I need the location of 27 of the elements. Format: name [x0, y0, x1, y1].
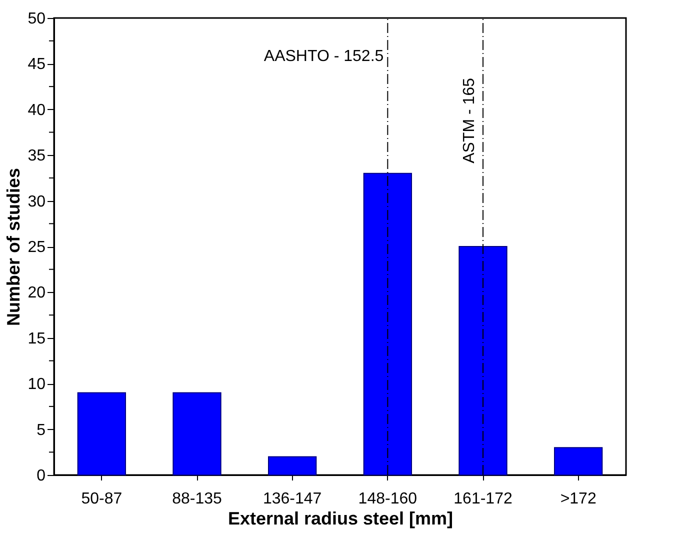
x-tick-label: 50-87	[81, 490, 122, 508]
x-tick-label: 148-160	[358, 490, 418, 508]
y-tick-label: 45	[28, 56, 46, 74]
bar	[554, 447, 603, 476]
x-axis-title: External radius steel [mm]	[228, 508, 454, 528]
y-axis-title: Number of studies	[4, 168, 24, 326]
x-tick-label: >172	[560, 490, 596, 508]
y-tick-label: 10	[28, 376, 46, 394]
bar	[268, 456, 317, 476]
bar	[172, 392, 222, 476]
y-tick-label: 50	[28, 10, 46, 28]
ref-line-label: AASHTO - 152.5	[264, 48, 384, 65]
x-tick-label: 136-147	[262, 490, 322, 508]
x-tick-label: 88-135	[172, 490, 222, 508]
y-tick-label: 15	[28, 330, 46, 348]
y-tick-label: 25	[28, 239, 46, 256]
y-tick-label: 5	[36, 422, 46, 439]
ref-line-label: ASTM - 165	[461, 78, 478, 164]
bar	[77, 392, 126, 476]
y-tick-label: 20	[28, 284, 46, 302]
bar	[458, 246, 508, 476]
bar	[363, 172, 412, 476]
y-tick-label: 0	[36, 468, 46, 484]
x-tick-label: 161-172	[454, 490, 512, 508]
y-tick-label: 35	[28, 148, 46, 165]
y-tick-label: 40	[28, 102, 46, 119]
y-tick-label: 30	[28, 193, 46, 210]
